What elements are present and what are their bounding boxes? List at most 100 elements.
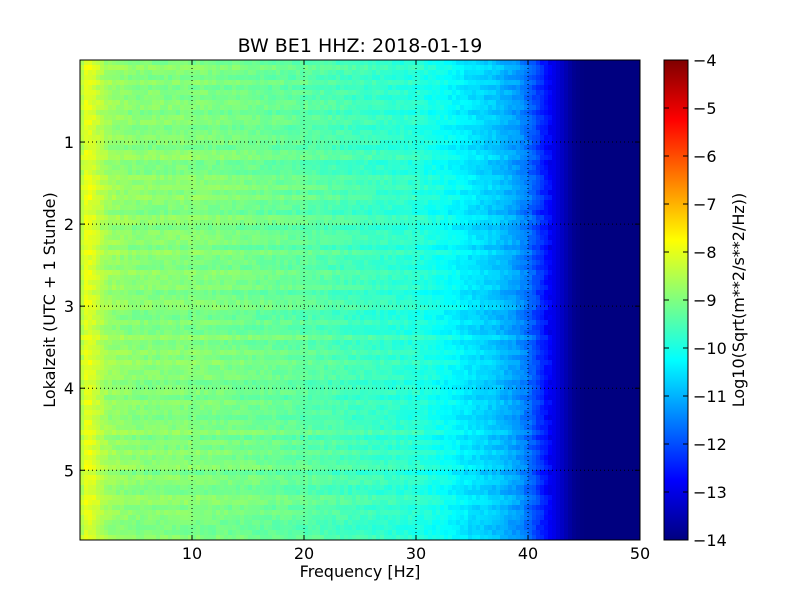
heat-cell [452, 135, 457, 141]
heat-cell [172, 60, 177, 66]
heat-cell [296, 195, 301, 201]
heat-cell [588, 115, 593, 121]
heat-cell [244, 205, 249, 211]
heat-cell [240, 110, 245, 116]
heat-cell [288, 160, 293, 166]
heat-cell [164, 175, 169, 181]
heat-cell [576, 200, 581, 206]
heat-cell [548, 175, 553, 181]
heat-cell [564, 185, 569, 191]
heat-cell [176, 140, 181, 146]
heat-cell [300, 115, 305, 121]
heat-cell [472, 150, 477, 156]
heat-cell [128, 185, 133, 191]
heat-cell [288, 125, 293, 131]
heat-cell [116, 140, 121, 146]
heat-cell [636, 75, 640, 81]
heat-cell [252, 80, 257, 86]
heat-cell [464, 130, 469, 136]
heat-cell [612, 170, 617, 176]
heat-cell [444, 235, 449, 241]
heat-cell [164, 70, 169, 76]
heat-cell [204, 205, 209, 211]
heat-cell [540, 125, 545, 131]
heat-cell [520, 165, 525, 171]
heat-cell [616, 185, 621, 191]
heat-cell [240, 235, 245, 241]
heat-cell [424, 140, 429, 146]
heat-cell [216, 190, 221, 196]
heat-cell [384, 95, 389, 101]
heat-cell [216, 155, 221, 161]
heat-cell [280, 135, 285, 141]
heat-cell [484, 145, 489, 151]
heat-cell [344, 115, 349, 121]
heat-cell [92, 135, 97, 141]
heat-cell [376, 105, 381, 111]
heat-cell [360, 65, 365, 71]
heat-cell [520, 180, 525, 186]
heat-cell [136, 235, 141, 241]
heat-cell [260, 110, 265, 116]
heat-cell [380, 195, 385, 201]
heat-cell [100, 210, 105, 216]
heat-cell [368, 235, 373, 241]
heat-cell [452, 210, 457, 216]
heat-cell [232, 100, 237, 106]
heat-cell [112, 130, 117, 136]
heat-cell [208, 215, 213, 221]
heat-cell [544, 160, 549, 166]
heat-cell [280, 145, 285, 151]
heat-cell [236, 210, 241, 216]
heat-cell [188, 65, 193, 71]
heat-cell [484, 130, 489, 136]
heat-cell [448, 205, 453, 211]
heat-cell [156, 135, 161, 141]
heat-cell [272, 70, 277, 76]
heat-cell [304, 180, 309, 186]
heat-cell [104, 150, 109, 156]
heat-cell [132, 170, 137, 176]
heat-cell [240, 130, 245, 136]
heat-cell [524, 60, 529, 66]
heat-cell [152, 220, 157, 226]
heat-cell [480, 160, 485, 166]
heat-cell [272, 95, 277, 101]
heat-cell [364, 130, 369, 136]
heat-cell [508, 215, 513, 221]
heat-cell [304, 90, 309, 96]
heat-cell [252, 140, 257, 146]
heat-cell [236, 105, 241, 111]
heat-cell [524, 105, 529, 111]
heat-cell [508, 195, 513, 201]
heat-cell [324, 165, 329, 171]
heat-cell [528, 185, 533, 191]
heat-cell [132, 75, 137, 81]
heat-cell [500, 130, 505, 136]
heat-cell [336, 80, 341, 86]
heat-cell [480, 110, 485, 116]
heat-cell [328, 175, 333, 181]
heat-cell [288, 195, 293, 201]
heat-cell [264, 205, 269, 211]
heat-cell [92, 120, 97, 126]
heat-cell [320, 110, 325, 116]
heat-cell [348, 100, 353, 106]
heat-cell [460, 220, 465, 226]
heat-cell [544, 205, 549, 211]
heat-cell [620, 160, 625, 166]
heat-cell [624, 185, 629, 191]
heat-cell [452, 200, 457, 206]
heat-cell [200, 205, 205, 211]
heat-cell [80, 60, 85, 66]
heat-cell [444, 210, 449, 216]
heat-cell [460, 215, 465, 221]
heat-cell [612, 70, 617, 76]
heat-cell [220, 95, 225, 101]
heat-cell [504, 95, 509, 101]
heat-cell [328, 115, 333, 121]
heat-cell [464, 185, 469, 191]
heat-cell [340, 165, 345, 171]
heat-cell [108, 200, 113, 206]
heat-cell [520, 215, 525, 221]
